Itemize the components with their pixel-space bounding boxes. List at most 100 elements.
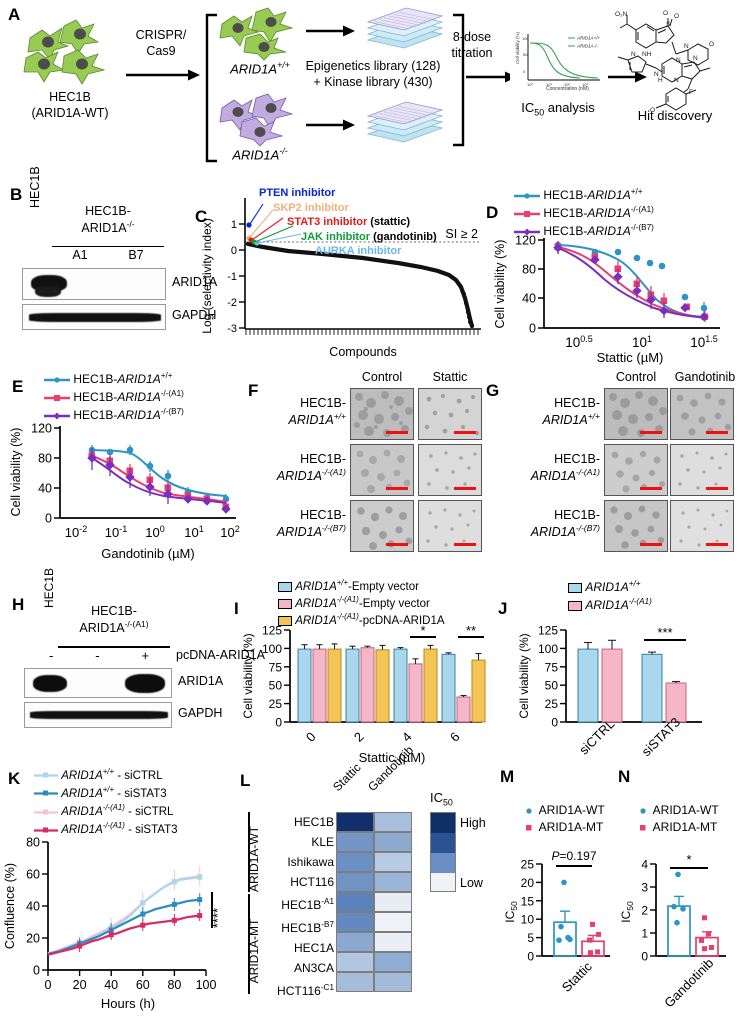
panel-d-ylabel: Cell viability (%) [493,240,507,329]
heatmap-cell-hec1b-b7-gandotinib [374,912,412,932]
scale-bar [640,543,662,546]
panel-c-annotation-pten: PTEN inhibitor [259,187,336,199]
panel-m-legend-item-1: ARID1A-MT [524,819,605,836]
panel-l-row-label-0: HEC1B [293,815,334,829]
panel-h-group-label: HEC1B- ARID1A-/-(A1) [79,604,149,636]
scale-swatch-1 [431,833,455,853]
panel-b-label: B [10,185,23,204]
micrograph-f-r1-c1 [418,444,482,496]
panel-b-lane3-label: B7 [128,248,144,262]
panel-l-scale-low: Low [460,876,483,890]
svg-text:0: 0 [529,322,536,336]
svg-text:25: 25 [545,697,559,711]
svg-text:N: N [693,55,698,62]
panel-m-ylabel: IC50 [503,901,519,923]
svg-text:20: 20 [26,932,40,946]
svg-text:15: 15 [521,894,535,908]
svg-text:100: 100 [538,642,558,656]
panel-j-chart: 125 100 75 50 25 0 Cell viability (%) ** [517,624,702,759]
panel-b-blot1-name: ARID1A [172,275,218,289]
svg-text:125: 125 [262,624,282,638]
panel-l-group-bracket-wt [248,812,250,892]
library-label-2: + Kinase library (430) [313,75,433,90]
svg-text:25: 25 [269,697,283,711]
panel-h-blot2-name: GAPDH [178,706,223,720]
svg-text:0: 0 [45,978,52,992]
svg-text:101: 101 [184,524,203,540]
scale-bar [640,431,662,434]
panel-n-sig-label: * [686,852,691,867]
svg-text:5: 5 [527,931,534,945]
panel-l-row-label-5: HEC1B-B7 [281,920,334,935]
panel-h-sign-2: + [141,648,150,663]
panel-k-legend-item-2: ARID1A-/-(A1) - siCTRL [34,802,178,820]
panel-h-lane1-label: HEC1B [42,567,56,608]
panel-l: L Stattic Gandotinib ARID1A-WT ARID1A-MT… [236,743,436,1020]
panel-j-ylabel: Cell viability (%) [517,633,531,718]
panel-m-legend-item-0: ARID1A-WT [524,802,605,819]
arrow-to-hit-icon [608,71,647,83]
heatmap-cell-an3ca-stattic [336,952,374,972]
panel-h-blot1-name: ARID1A [178,674,224,688]
svg-text:125: 125 [538,624,558,638]
scale-bar [706,431,728,434]
panel-f-label: F [248,381,259,400]
svg-text:100: 100 [145,524,164,540]
panel-i-xlabel: Stattic (µM) [359,750,426,765]
panel-i-xtick-3: 6 [447,729,463,745]
scale-bar [454,487,476,490]
panel-l-row-label-2: Ishikawa [287,855,334,869]
panel-k-xlabel: Hours (h) [101,996,155,1011]
panel-c-xlabel: Compounds [329,345,396,359]
heatmap-cell-hec1b-gandotinib [374,812,412,832]
panel-m-chart: 25 20 15 10 5 0 IC50 P=0.197 Sta [503,849,610,995]
crispr-label-1: CRISPR/ [135,28,187,42]
svg-text:0: 0 [231,245,237,257]
panel-j-legend-item-0: ARID1A+/+ [568,578,652,596]
svg-text:1: 1 [231,219,237,231]
scale-bar [386,543,408,546]
svg-text:2: 2 [641,904,648,918]
panel-e-legend-item-1: HEC1B-ARID1A-/-(A1) [44,388,184,406]
legend-swatch [278,581,292,592]
svg-text:O: O [663,10,668,17]
panel-n-chart: 4 3 2 1 0 IC50 * Gandotinib [619,852,726,1010]
plate-stack-top-icon [366,7,444,49]
svg-text:40: 40 [26,900,40,914]
panel-i-label: I [234,599,239,618]
panel-l-row-label-6: HEC1A [293,941,334,955]
svg-text:0: 0 [523,69,526,74]
panel-j: J ARID1A+/+ ARID1A-/-(A1) 125 100 75 50 … [492,578,740,766]
panel-g-row-label-0: HEC1B- ARID1A+/+ [542,396,600,428]
micrograph-f-r0-c1 [418,388,482,440]
panel-m-pvalue: P=0.197 [551,849,596,863]
svg-text:Cell viability (%): Cell viability (%) [515,31,520,64]
panel-b-group-label: HEC1B- ARID1A-/- [81,204,135,236]
micrograph-g-r1-c1 [670,444,734,496]
panel-l-scale-high: High [460,816,486,830]
crispr-label-2: Cas9 [146,43,176,58]
panel-k-label: K [8,769,21,788]
panel-j-legend-item-1: ARID1A-/-(A1) [568,596,652,614]
micrograph-f-r0-c0 [350,388,414,440]
panel-n-ylabel: IC50 [619,901,635,923]
svg-text:N: N [654,71,659,78]
svg-text:80: 80 [167,978,181,992]
svg-text:0: 0 [527,950,534,964]
panel-e: E HEC1B-ARID1A+/+ HEC1B-ARID1A-/-(A1) HE… [0,370,248,570]
svg-text:0: 0 [641,950,648,964]
arid1a-wt-label: ARID1A+/+ [230,60,290,77]
svg-text:101: 101 [632,334,652,350]
heatmap-cell-kle-gandotinib [374,832,412,852]
panel-m: M ARID1A-WT ARID1A-MT 25 20 15 10 5 0 IC… [498,766,620,1020]
panel-b-group-rule [52,246,164,247]
scale-swatch-0 [431,813,455,833]
svg-text:40: 40 [522,292,536,306]
svg-text:-3: -3 [227,323,237,335]
svg-text:120: 120 [31,422,52,436]
svg-text:10: 10 [521,913,535,927]
panel-n: N ARID1A-WT ARID1A-MT 4 3 2 1 0 IC50 * [616,766,740,1020]
svg-text:60: 60 [26,868,40,882]
panel-g: G Control Gandotinib HEC1B- ARID1A+/+ HEC… [482,370,740,570]
